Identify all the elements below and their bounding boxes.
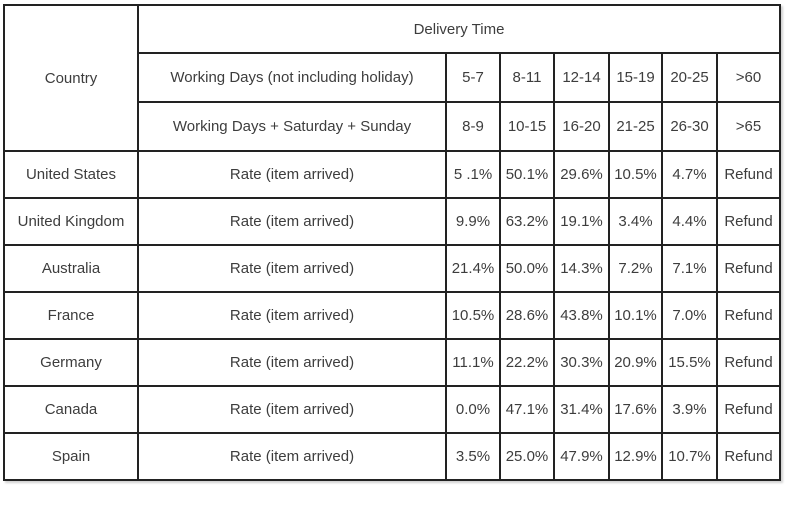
table-row-france: France Rate (item arrived) 10.5% 28.6% 4… [3,291,781,340]
rate-value-cell: 29.6% [553,150,610,199]
range-cell: 21-25 [608,101,663,152]
rate-value-cell: 50.1% [499,150,555,199]
rate-value-cell: 7.0% [661,291,718,340]
rate-value-cell: 19.1% [553,197,610,246]
rate-value-cell: 25.0% [499,432,555,481]
table-row-spain: Spain Rate (item arrived) 3.5% 25.0% 47.… [3,432,781,481]
rate-value-cell: 10.5% [445,291,501,340]
country-cell: United States [3,150,139,199]
rate-value-cell: 22.2% [499,338,555,387]
corner-header-country: Country [3,4,139,152]
range-cell: 15-19 [608,52,663,103]
range-cell: 5-7 [445,52,501,103]
rate-value-cell: 4.4% [661,197,718,246]
rate-value-cell: 63.2% [499,197,555,246]
table-row-united-kingdom: United Kingdom Rate (item arrived) 9.9% … [3,197,781,246]
header-row-working-days-weekend: Working Days + Saturday + Sunday 8-9 10-… [4,101,781,152]
header-row-delivery-time: Country Delivery Time [3,4,781,152]
refund-cell: Refund [716,291,781,340]
rate-value-cell: 11.1% [445,338,501,387]
rate-label-cell: Rate (item arrived) [137,150,447,199]
rate-value-cell: 20.9% [608,338,663,387]
country-cell: Spain [3,432,139,481]
range-cell: >60 [716,52,781,103]
rate-value-cell: 10.1% [608,291,663,340]
range-cell: 20-25 [661,52,718,103]
country-cell: Germany [3,338,139,387]
rate-value-cell: 4.7% [661,150,718,199]
refund-cell: Refund [716,338,781,387]
country-cell: France [3,291,139,340]
rate-value-cell: 15.5% [661,338,718,387]
range-cell: 10-15 [499,101,555,152]
working-days-weekend-label: Working Days + Saturday + Sunday [137,101,447,152]
rate-value-cell: 3.5% [445,432,501,481]
rate-value-cell: 43.8% [553,291,610,340]
rate-value-cell: 3.4% [608,197,663,246]
rate-value-cell: 3.9% [661,385,718,434]
rate-value-cell: 17.6% [608,385,663,434]
refund-cell: Refund [716,244,781,293]
rate-value-cell: 50.0% [499,244,555,293]
working-days-label: Working Days (not including holiday) [137,52,447,103]
table-row-canada: Canada Rate (item arrived) 0.0% 47.1% 31… [3,385,781,434]
range-cell: 26-30 [661,101,718,152]
refund-cell: Refund [716,432,781,481]
table-row-united-states: United States Rate (item arrived) 5 .1% … [3,150,781,199]
rate-label-cell: Rate (item arrived) [137,197,447,246]
rate-value-cell: 7.1% [661,244,718,293]
rate-label-cell: Rate (item arrived) [137,338,447,387]
rate-value-cell: 0.0% [445,385,501,434]
country-cell: Australia [3,244,139,293]
rate-value-cell: 47.9% [553,432,610,481]
header-row-working-days: Working Days (not including holiday) 5-7… [4,52,781,103]
delivery-time-table: Country Delivery Time Working Days (not … [3,4,781,481]
range-cell: 16-20 [553,101,610,152]
rate-value-cell: 31.4% [553,385,610,434]
range-cell: 8-9 [445,101,501,152]
rate-value-cell: 14.3% [553,244,610,293]
refund-cell: Refund [716,150,781,199]
rate-value-cell: 10.7% [661,432,718,481]
delivery-time-header: Delivery Time [137,4,781,54]
rate-label-cell: Rate (item arrived) [137,291,447,340]
rate-value-cell: 21.4% [445,244,501,293]
range-cell: 8-11 [499,52,555,103]
rate-label-cell: Rate (item arrived) [137,385,447,434]
rate-value-cell: 10.5% [608,150,663,199]
range-cell: 12-14 [553,52,610,103]
range-cell: >65 [716,101,781,152]
table-row-australia: Australia Rate (item arrived) 21.4% 50.0… [3,244,781,293]
rate-value-cell: 12.9% [608,432,663,481]
refund-cell: Refund [716,197,781,246]
country-cell: Canada [3,385,139,434]
table-row-germany: Germany Rate (item arrived) 11.1% 22.2% … [3,338,781,387]
rate-label-cell: Rate (item arrived) [137,244,447,293]
rate-value-cell: 5 .1% [445,150,501,199]
country-cell: United Kingdom [3,197,139,246]
rate-label-cell: Rate (item arrived) [137,432,447,481]
rate-value-cell: 47.1% [499,385,555,434]
rate-value-cell: 30.3% [553,338,610,387]
page-background: Country Delivery Time Working Days (not … [3,4,781,481]
refund-cell: Refund [716,385,781,434]
rate-value-cell: 28.6% [499,291,555,340]
rate-value-cell: 9.9% [445,197,501,246]
rate-value-cell: 7.2% [608,244,663,293]
